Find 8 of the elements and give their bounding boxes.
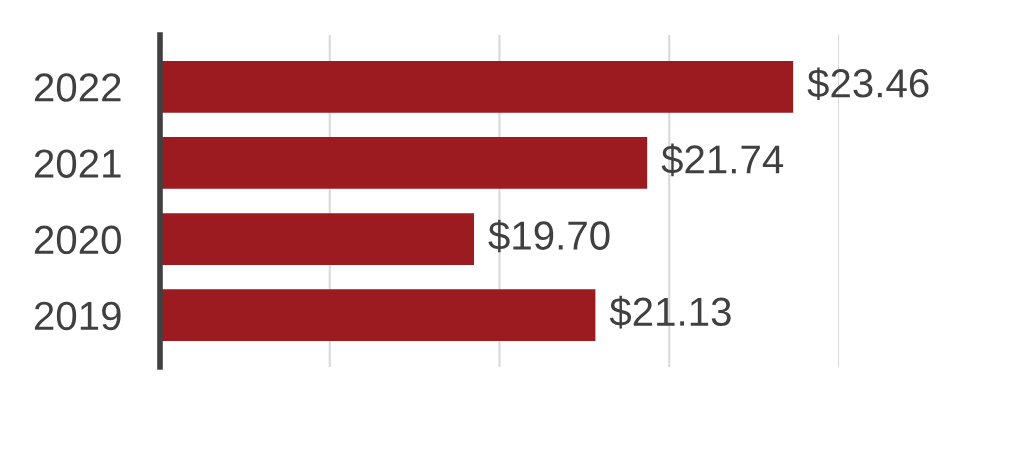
data-label: $23.46 bbox=[807, 67, 929, 100]
data-label: $21.13 bbox=[609, 295, 731, 329]
data-label: $21.74 bbox=[661, 143, 784, 177]
y-tick-label: 2022 bbox=[34, 73, 121, 102]
data-label: $19.70 bbox=[488, 219, 610, 253]
y-tick-label: 2020 bbox=[34, 225, 121, 255]
y-tick-label: 2019 bbox=[34, 301, 121, 331]
y-tick-label: 2021 bbox=[34, 149, 121, 178]
